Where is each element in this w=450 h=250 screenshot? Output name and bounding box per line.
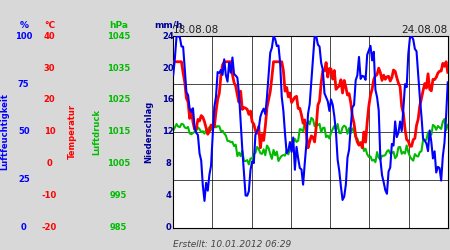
Text: Temperatur: Temperatur <box>68 104 77 160</box>
Text: -10: -10 <box>42 191 57 200</box>
Text: 40: 40 <box>44 32 55 41</box>
Text: Luftfeuchtigkeit: Luftfeuchtigkeit <box>0 93 9 170</box>
Text: -20: -20 <box>42 223 57 232</box>
Text: 50: 50 <box>18 127 30 136</box>
Text: 4: 4 <box>165 191 171 200</box>
Text: 20: 20 <box>44 96 55 104</box>
Text: 0: 0 <box>166 223 171 232</box>
Text: Luftdruck: Luftdruck <box>93 109 102 155</box>
Text: Erstellt: 10.01.2012 06:29: Erstellt: 10.01.2012 06:29 <box>173 240 292 249</box>
Text: 985: 985 <box>110 223 127 232</box>
Text: 25: 25 <box>18 175 30 184</box>
Text: 0: 0 <box>21 223 27 232</box>
Text: mm/h: mm/h <box>154 21 183 30</box>
Text: 10: 10 <box>44 127 55 136</box>
Text: 1015: 1015 <box>107 127 130 136</box>
Text: 75: 75 <box>18 80 30 88</box>
Text: °C: °C <box>44 21 55 30</box>
Text: 16: 16 <box>162 96 174 104</box>
Text: %: % <box>19 21 28 30</box>
Text: 100: 100 <box>15 32 32 41</box>
Text: 24: 24 <box>162 32 174 41</box>
Text: 18.08.08: 18.08.08 <box>173 25 220 35</box>
Text: Niederschlag: Niederschlag <box>144 101 153 163</box>
Text: 1035: 1035 <box>107 64 130 72</box>
Text: 8: 8 <box>166 159 171 168</box>
Text: 1025: 1025 <box>107 96 130 104</box>
Text: 30: 30 <box>44 64 55 72</box>
Text: 24.08.08: 24.08.08 <box>401 25 448 35</box>
Text: 0: 0 <box>47 159 52 168</box>
Text: 1005: 1005 <box>107 159 130 168</box>
Text: 1045: 1045 <box>107 32 130 41</box>
Text: hPa: hPa <box>109 21 128 30</box>
Text: 12: 12 <box>162 127 174 136</box>
Text: 995: 995 <box>110 191 127 200</box>
Text: 20: 20 <box>162 64 174 72</box>
